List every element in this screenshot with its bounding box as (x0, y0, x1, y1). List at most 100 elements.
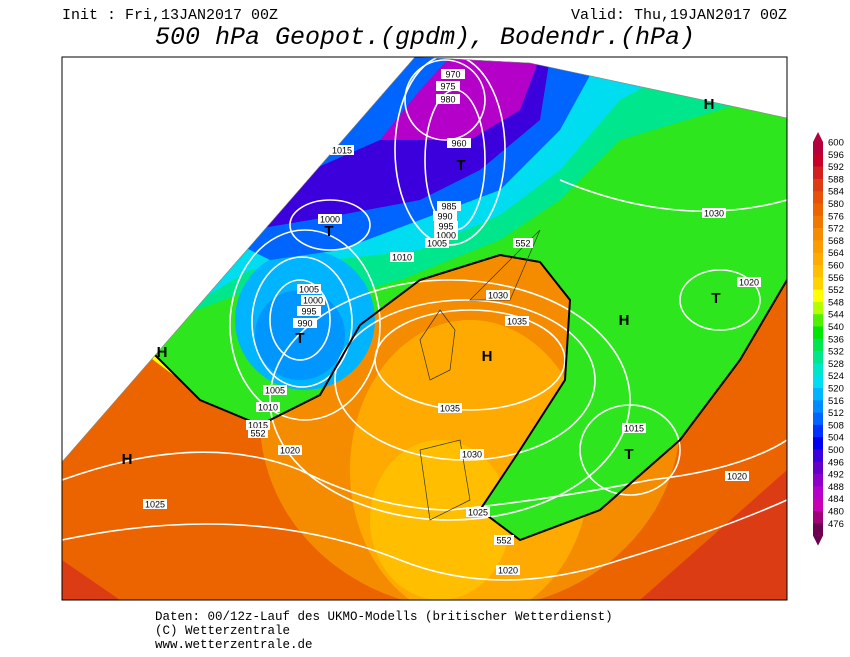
colorbar-label: 524 (828, 371, 844, 382)
isobar-label-bg (256, 402, 280, 412)
colorbar-bottom-arrow (813, 535, 823, 546)
colorbar-label: 532 (828, 347, 844, 358)
colorbar-label: 552 (828, 285, 844, 296)
colorbar-label: 504 (828, 433, 844, 444)
isobar-label-bg (278, 445, 302, 455)
colorbar-swatch (813, 437, 823, 450)
colorbar-swatch (813, 486, 823, 499)
colorbar-label: 488 (828, 482, 844, 493)
colorbar-label: 520 (828, 384, 844, 395)
pressure-center: H (482, 348, 493, 365)
isobar-label: 1000 (303, 296, 323, 306)
isobar-label: 1035 (440, 404, 460, 414)
colorbar-label: 500 (828, 445, 844, 456)
colorbar-swatch (813, 338, 823, 352)
isobar-label-bg (425, 238, 449, 248)
colorbar-swatch (813, 289, 823, 303)
isobar-label-bg (390, 252, 414, 262)
geopot-label-bg (248, 428, 268, 438)
pressure-center: T (295, 330, 304, 347)
colorbar-swatch (813, 474, 823, 487)
isobar-label-bg (622, 423, 646, 433)
colorbar-label: 564 (828, 248, 844, 259)
isobar-label-bg (246, 420, 270, 430)
isobar-label-bg (486, 290, 510, 300)
colorbar-label: 484 (828, 494, 844, 505)
geopot-label-bg (513, 238, 533, 248)
init-time: Init : Fri,13JAN2017 00Z (62, 7, 278, 24)
geopot-label: 552 (250, 429, 265, 439)
colorbar-swatch (813, 252, 823, 266)
isobar-label: 1020 (280, 446, 300, 456)
isobar-label-bg (143, 499, 167, 509)
isobar-label-bg (737, 277, 761, 287)
colorbar-label: 508 (828, 420, 844, 431)
isobar-label-bg (441, 69, 465, 79)
isobar-label: 1010 (258, 403, 278, 413)
isobar-label: 960 (451, 139, 466, 149)
isobar-label: 1025 (145, 500, 165, 510)
isobar-label-bg (437, 201, 461, 211)
colorbar-label: 516 (828, 396, 844, 407)
isobar-label: 985 (441, 202, 456, 212)
isobar-label: 980 (440, 95, 455, 105)
isobar-label: 995 (301, 307, 316, 317)
colorbar-swatch (813, 203, 823, 217)
colorbar-label: 492 (828, 470, 844, 481)
colorbar-swatch (813, 301, 823, 315)
geopot-label-bg (494, 535, 514, 545)
colorbar-top-arrow (813, 132, 823, 142)
isobar-label-bg (496, 565, 520, 575)
isobar-label-bg (725, 471, 749, 481)
colorbar-swatch (813, 424, 823, 438)
colorbar-label: 544 (828, 310, 844, 321)
colorbar-swatch (813, 265, 823, 278)
isobar-label-bg (330, 145, 354, 155)
map-frame (61, 56, 788, 601)
isobar-label-bg (447, 138, 471, 148)
isobar-label-bg (433, 211, 457, 221)
colorbar-swatch (813, 240, 823, 253)
pressure-center: H (619, 312, 630, 329)
isobar-label-bg (505, 316, 529, 326)
isobar-label-bg (438, 403, 462, 413)
colorbar-label: 592 (828, 162, 844, 173)
isobar-label-bg (263, 385, 287, 395)
isobar-label: 1015 (248, 421, 268, 431)
colorbar-label: 588 (828, 174, 844, 185)
isobar-label: 975 (440, 82, 455, 92)
colorbar-label: 600 (828, 138, 844, 149)
colorbar-swatch (813, 215, 823, 229)
colorbar-label: 572 (828, 224, 844, 235)
footer-line: (C) Wetterzentrale (155, 624, 290, 638)
map-title: 500 hPa Geopot.(gpdm), Bodendr.(hPa) (155, 23, 695, 52)
isobar-label: 970 (445, 70, 460, 80)
colorbar-swatch (813, 166, 823, 180)
isobar-label-bg (436, 81, 460, 91)
isobar-label: 1000 (436, 231, 456, 241)
isobar-label: 1030 (704, 209, 724, 219)
colorbar-swatch (813, 523, 823, 536)
colorbar-swatch (813, 351, 823, 364)
isobar-label: 1005 (265, 386, 285, 396)
isobar-label: 1005 (299, 285, 319, 295)
isobar-label: 1015 (332, 146, 352, 156)
geopot-label: 552 (496, 536, 511, 546)
isobar-label-bg (702, 208, 726, 218)
isobar-label: 1035 (507, 317, 527, 327)
colorbar-label: 496 (828, 457, 844, 468)
isobar-label-bg (293, 318, 317, 328)
colorbar-label: 580 (828, 199, 844, 210)
colorbar-swatch (813, 375, 823, 389)
colorbar-label: 568 (828, 236, 844, 247)
isobar-label-bg (297, 284, 321, 294)
valid-time: Valid: Thu,19JAN2017 00Z (571, 7, 787, 24)
colorbar-swatch (813, 363, 823, 376)
pressure-center: H (704, 96, 715, 113)
colorbar-swatch (813, 326, 823, 340)
isobar-label: 990 (297, 319, 312, 329)
pressure-center: T (456, 157, 465, 174)
colorbar-swatch (813, 461, 823, 475)
colorbar-label: 560 (828, 261, 844, 272)
